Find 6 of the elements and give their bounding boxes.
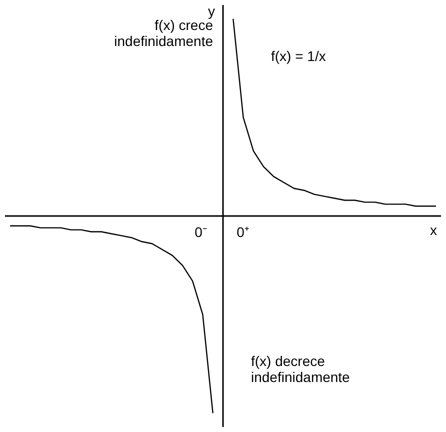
annotation: 0⁺ (236, 224, 250, 240)
x-axis-title: x (430, 222, 437, 238)
annotation: 0⁻ (194, 224, 208, 240)
annotation: f(x) decrece indefinidamente (251, 353, 350, 385)
y-axis-title: y (208, 3, 215, 19)
annotation: f(x) = 1/x (271, 48, 326, 64)
